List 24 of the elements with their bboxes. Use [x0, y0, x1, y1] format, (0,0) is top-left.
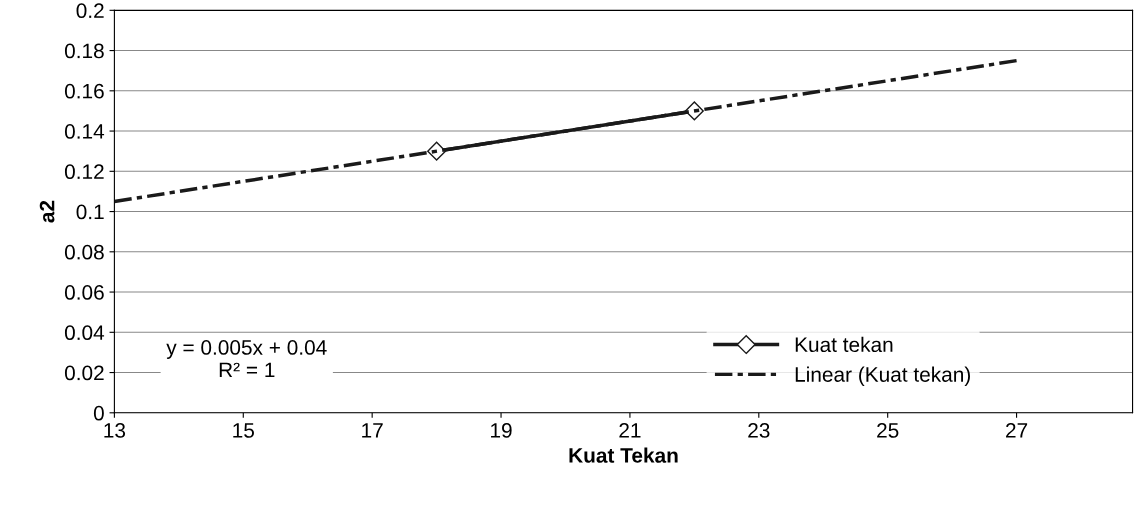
y-tick-label: 0	[93, 405, 104, 421]
x-tick-label: 13	[104, 423, 126, 438]
y-tick-label: 0.18	[64, 43, 104, 59]
x-tick-label: 23	[748, 423, 770, 438]
y-tick-label: 0.2	[76, 3, 104, 19]
y-tick-label: 0.02	[64, 365, 104, 381]
legend-label: Kuat tekan	[795, 336, 893, 353]
x-tick-label: 19	[491, 423, 512, 438]
y-tick-label: 0.04	[64, 325, 105, 341]
y-axis-title: a2	[39, 200, 55, 223]
x-tick-label: 25	[877, 423, 899, 438]
x-tick-label: 15	[233, 423, 254, 438]
y-tick-label: 0.08	[64, 244, 104, 260]
y-tick-label: 0.1	[76, 204, 104, 220]
x-tick-label: 21	[619, 423, 641, 438]
x-tick-label: 17	[362, 423, 383, 438]
x-axis-title: Kuat Tekan	[569, 447, 678, 463]
y-tick-label: 0.12	[64, 164, 104, 180]
legend-label: Linear (Kuat tekan)	[795, 366, 970, 386]
y-tick-label: 0.14	[64, 124, 105, 139]
y-tick-label: 0.16	[64, 83, 104, 99]
y-tick-label: 0.06	[64, 285, 104, 300]
x-tick-label: 27	[1006, 423, 1028, 438]
annotation: y = 0.005x + 0.04 R² = 1	[166, 340, 327, 378]
